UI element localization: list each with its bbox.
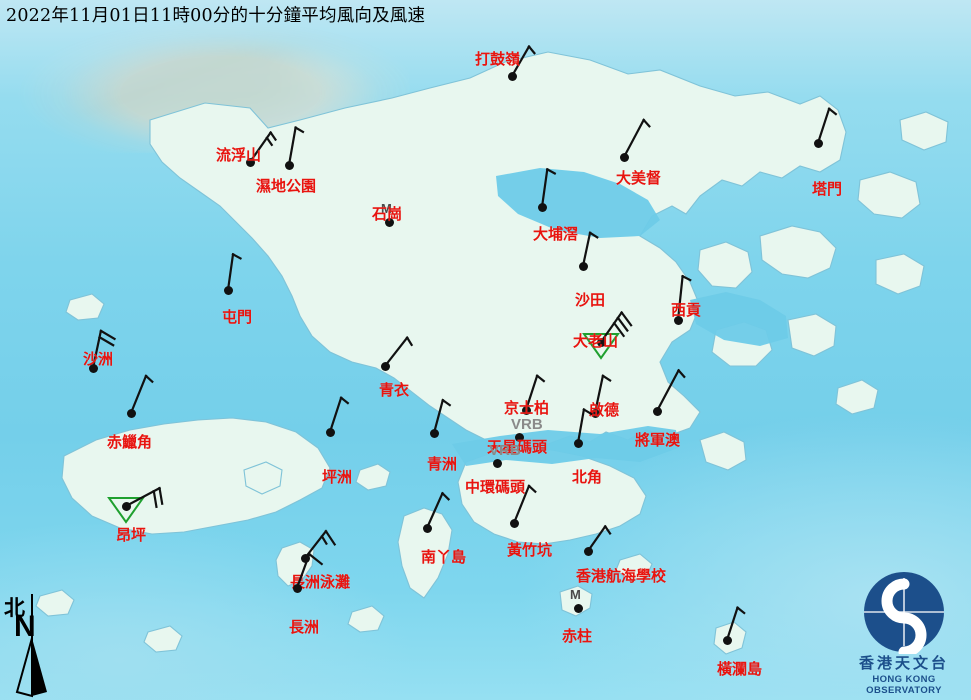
compass-rose: 北 N [4, 592, 68, 698]
station-name-label: 打鼓嶺 [475, 50, 521, 68]
station-marker-dot [813, 138, 823, 148]
station-name-label: 南丫島 [421, 548, 467, 566]
station-name-label: 西貢 [671, 301, 702, 319]
station-marker-dot [284, 160, 294, 170]
missing-data-flag: M [570, 587, 581, 602]
station-name-label: 屯門 [222, 308, 253, 326]
station-name-label: 赤柱 [562, 627, 593, 645]
compass-needle-icon [15, 594, 47, 698]
station-marker-dot [507, 71, 517, 81]
station-marker-dot [429, 428, 439, 438]
hko-logo: 香港天文台 HONG KONG OBSERVATORY [841, 570, 967, 698]
station-marker-dot [223, 285, 233, 295]
station-name-label: 橫瀾島 [717, 660, 763, 678]
station-name-label: 黃竹坑 [507, 541, 553, 559]
hko-name-cn: 香港天文台 [858, 654, 949, 672]
station-name-label: 坪洲 [322, 468, 353, 486]
station-name-label: 青洲 [427, 455, 458, 473]
station-marker-dot [325, 427, 335, 437]
station-marker-dot [126, 408, 136, 418]
station-name-label: 石崗 [372, 205, 403, 223]
station-marker-dot [722, 635, 732, 645]
station-marker-dot [121, 501, 131, 511]
station-name-label: 塔門 [812, 180, 843, 198]
station-marker-dot [573, 438, 583, 448]
station-name-label: 昂坪 [116, 526, 147, 544]
station-marker-dot [578, 261, 588, 271]
hko-emblem-icon [864, 572, 944, 654]
station-marker-dot [619, 152, 629, 162]
station-name-label: 長洲 [289, 618, 320, 636]
station-marker-dot [652, 406, 662, 416]
station-name-label: 沙洲 [83, 350, 114, 368]
station-marker-dot [583, 546, 593, 556]
hko-name-en: HONG KONG OBSERVATORY [866, 673, 942, 696]
station-name-label: 大美督 [616, 169, 662, 187]
station-name-label: 香港航海學校 [576, 567, 667, 585]
compass-label-cn: 北 [4, 595, 25, 620]
station-marker-dot [292, 583, 302, 593]
compass-label-en: N [14, 610, 36, 643]
station-name-label: 將軍澳 [635, 431, 681, 449]
station-name-label: 濕地公園 [256, 177, 317, 195]
station-marker-dot [422, 523, 432, 533]
station-marker-dot [88, 363, 98, 373]
station-marker-dot [573, 603, 583, 613]
page-title: 2022年11月01日11時00分的十分鐘平均風向及風速 [6, 6, 426, 26]
